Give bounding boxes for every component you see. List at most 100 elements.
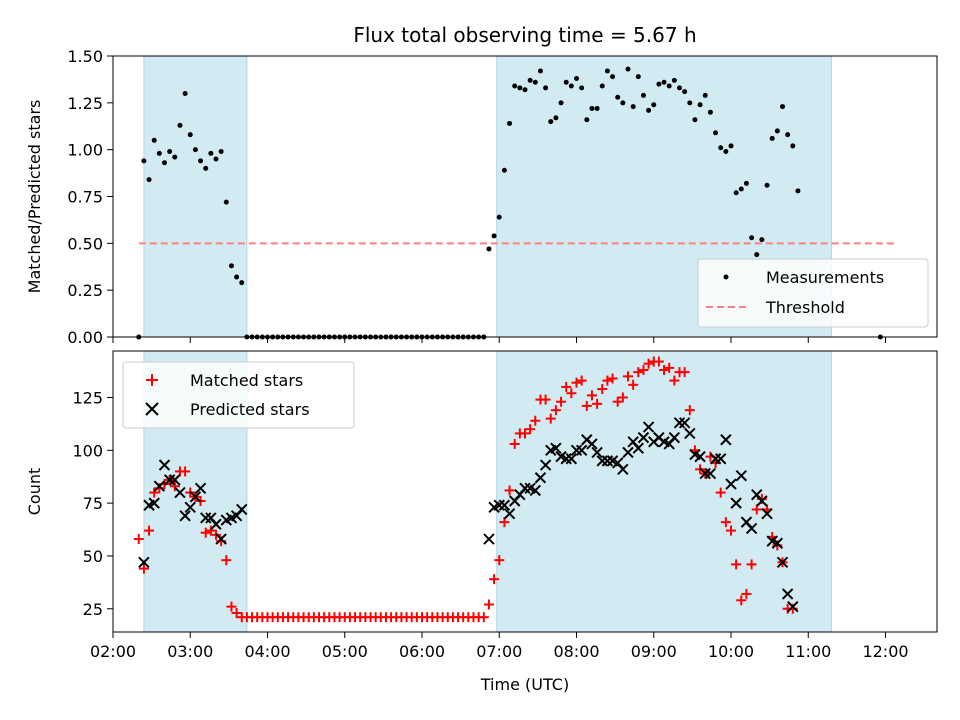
measurement-point: [630, 104, 636, 110]
matched-stars-point: [169, 481, 180, 492]
x-tick-label: 02:00: [90, 642, 136, 661]
matched-stars-point: [545, 413, 556, 424]
matched-stars-point: [741, 588, 752, 599]
predicted-stars-point: [694, 450, 706, 463]
measurement-point: [774, 128, 780, 134]
matched-stars-point: [180, 466, 191, 477]
measurement-point: [625, 66, 631, 72]
matched-stars-point: [684, 405, 695, 416]
measurement-point: [661, 79, 667, 85]
matched-stars-point: [659, 365, 670, 376]
matched-stars-point: [478, 612, 489, 623]
matched-stars-point: [643, 358, 654, 369]
predicted-stars-point: [781, 588, 794, 600]
measurement-point: [780, 104, 785, 110]
top-legend: Measurements Threshold: [697, 258, 929, 328]
measurement-point: [728, 143, 734, 149]
measurement-point: [677, 85, 682, 91]
measurement-point: [707, 109, 713, 115]
predicted-stars-point: [720, 434, 732, 446]
measurement-point: [239, 280, 245, 286]
matched-stars-point: [607, 373, 618, 384]
measurement-point: [790, 143, 796, 149]
measurement-point: [507, 120, 513, 126]
top-y-axis-label: Matched/Predicted stars: [25, 100, 44, 294]
predicted-stars-point: [194, 482, 207, 495]
measurement-point: [213, 156, 219, 162]
measurement-point: [553, 115, 559, 121]
predicted-stars-point: [215, 533, 227, 545]
measurement-point: [177, 122, 183, 128]
measurement-point: [182, 90, 188, 96]
predicted-stars-point: [493, 499, 505, 511]
matched-stars-point: [623, 371, 633, 382]
matched-stars-point: [221, 555, 232, 566]
predicted-stars-point: [575, 444, 588, 457]
measurement-point: [156, 150, 162, 156]
measurement-point: [589, 105, 595, 111]
measurement-point: [584, 117, 590, 123]
matched-stars-point: [494, 555, 505, 566]
matched-stars-point: [597, 384, 608, 395]
measurement-point: [687, 100, 693, 106]
measurement-point: [671, 77, 677, 83]
measurement-point: [198, 158, 204, 164]
matched-stars-point: [628, 379, 639, 390]
predicted-stars-point: [153, 480, 166, 492]
matched-stars-point: [483, 599, 494, 610]
matched-stars-point: [576, 375, 587, 386]
matched-stars-point: [144, 525, 155, 536]
matched-stars-point: [617, 392, 628, 403]
measurement-point: [537, 68, 543, 74]
measurement-point: [568, 83, 574, 89]
measurement-point: [738, 186, 744, 192]
measurement-point: [579, 85, 585, 91]
matched-stars-point: [669, 375, 680, 386]
bottom-panel: 25 50 75 100 125 02:00 03:00 04:00 05:00 06:00 07…: [25, 337, 938, 694]
x-tick-label: 08:00: [553, 642, 599, 661]
measurement-point: [203, 165, 209, 171]
measurement-point: [548, 119, 554, 125]
predicted-stars-point: [699, 467, 711, 480]
top-legend-box: [697, 258, 929, 328]
measurement-point: [610, 74, 616, 80]
matched-stars-point: [556, 396, 567, 407]
matched-stars-point: [504, 485, 515, 496]
predicted-stars-point: [642, 421, 655, 433]
x-tick-label: 04:00: [244, 642, 290, 661]
matched-stars-point: [720, 517, 731, 528]
predicted-stars-point: [617, 463, 629, 476]
measurement-point: [141, 158, 147, 164]
predicted-stars-point: [637, 431, 650, 444]
measurement-point: [615, 94, 621, 100]
x-axis-label: Time (UTC): [480, 675, 569, 694]
top-y-tick-label: 0.00: [67, 328, 103, 347]
measurement-point: [162, 160, 167, 166]
measurement-point: [599, 83, 605, 89]
predicted-stars-point: [787, 600, 799, 613]
matched-stars-point: [653, 356, 664, 367]
top-y-tick-label: 1.25: [67, 94, 103, 113]
predicted-stars-point: [761, 507, 773, 520]
predicted-stars-point: [519, 482, 531, 495]
measurement-point: [713, 130, 719, 136]
bottom-y-tick-label: 100: [72, 441, 103, 460]
measurement-point: [754, 252, 760, 258]
measurement-point: [151, 137, 157, 143]
x-tick-label: 03:00: [167, 642, 213, 661]
legend-predicted-label: Predicted stars: [190, 400, 310, 419]
predicted-stars-point: [169, 474, 181, 486]
measurement-point: [501, 167, 507, 173]
measurement-point: [764, 182, 770, 188]
measurement-point: [692, 117, 698, 123]
measurement-point: [697, 102, 703, 108]
x-tick-label: 05:00: [322, 642, 368, 661]
predicted-stars-point: [756, 495, 768, 507]
measurement-point: [635, 74, 641, 80]
matched-stars-point: [731, 559, 742, 570]
predicted-stars-point: [534, 472, 547, 484]
predicted-stars-point: [199, 512, 212, 524]
matched-stars-point: [520, 428, 530, 439]
matched-stars-point: [566, 388, 577, 399]
